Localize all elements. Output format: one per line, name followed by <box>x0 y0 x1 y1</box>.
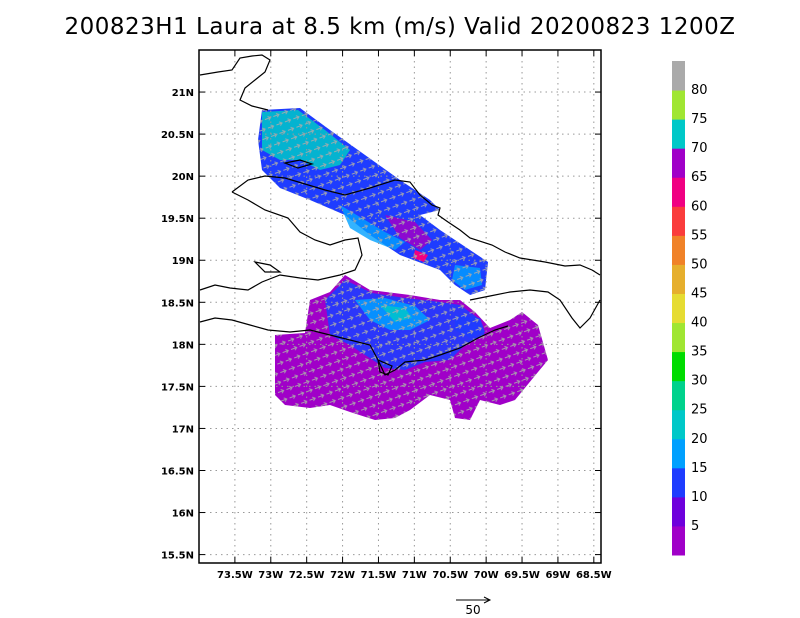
longitude-axis: 73.5W 73W 72.5W 72W 71.5W 71W 70.5W 70W 69.5W 69W… <box>217 50 612 581</box>
colorbar-label: 20 <box>691 432 708 447</box>
lon-tick-label: 68.5W <box>576 570 612 581</box>
lat-tick-label: 15.5N <box>161 551 194 562</box>
colorbar-label: 15 <box>691 461 708 476</box>
lon-tick-label: 71W <box>402 570 427 581</box>
colorbar-swatch <box>672 206 685 236</box>
lon-tick-label: 72.5W <box>289 570 325 581</box>
colorbar-swatch <box>672 235 685 265</box>
lon-tick-label: 73W <box>258 570 283 581</box>
lon-tick-label: 70W <box>474 570 499 581</box>
lat-tick-label: 20N <box>172 172 194 183</box>
colorbar-swatch <box>672 409 685 440</box>
colorbar-swatch <box>672 351 685 382</box>
coast-hispaniola-north <box>231 175 601 276</box>
colorbar-label: 45 <box>691 286 708 301</box>
colorbar-swatch <box>672 322 685 353</box>
lon-tick-label: 69.5W <box>504 570 540 581</box>
lat-tick-label: 17.5N <box>161 382 194 393</box>
lon-tick-label: 69W <box>545 570 570 581</box>
colorbar-label: 60 <box>691 199 708 214</box>
wind-arrows-north <box>258 108 488 295</box>
coast-haiti-south <box>199 317 509 376</box>
lon-tick-label: 70.5W <box>432 570 468 581</box>
colorbar-swatch <box>672 90 685 120</box>
lat-tick-label: 19.5N <box>161 214 194 225</box>
coastlines <box>199 54 601 376</box>
reference-arrow-head <box>483 596 492 604</box>
colorbar-swatch <box>672 148 685 178</box>
colorbar-swatch <box>672 380 685 411</box>
colorbar-label: 35 <box>691 345 708 360</box>
lat-tick-label: 17N <box>172 424 194 435</box>
colorbar-label: 55 <box>691 228 708 243</box>
map-frame <box>198 49 602 564</box>
coast-gonave <box>253 261 282 273</box>
lon-tick-label: 73.5W <box>217 570 253 581</box>
colorbar-label: 40 <box>691 316 708 331</box>
wind-arrows-south <box>275 275 548 420</box>
coast-haiti-west <box>199 191 363 291</box>
colorbar-swatch <box>672 177 685 207</box>
lat-tick-label: 19N <box>172 256 194 267</box>
lat-tick-label: 16.5N <box>161 466 194 477</box>
colorbar-label: 50 <box>691 257 708 272</box>
colorbar: 5 10 15 20 25 30 35 40 45 50 55 60 65 70 75 80 <box>672 61 708 556</box>
coast-cuba <box>199 54 271 111</box>
colorbar-label: 65 <box>691 170 708 185</box>
colorbar-swatch <box>672 293 685 324</box>
lat-tick-label: 18.5N <box>161 298 194 309</box>
coast-south-island <box>377 359 393 376</box>
colorbar-label: 75 <box>691 112 708 127</box>
coast-tortuga <box>282 159 315 169</box>
colorbar-swatch <box>672 61 685 91</box>
reference-vector-label: 50 <box>465 603 480 617</box>
colorbar-label: 5 <box>691 519 699 534</box>
map-title: 200823H1 Laura at 8.5 km (m/s) Valid 202… <box>64 14 736 40</box>
colorbar-label: 80 <box>691 83 708 98</box>
lon-tick-label: 71.5W <box>361 570 397 581</box>
colorbar-label: 30 <box>691 374 708 389</box>
colorbar-swatch <box>672 119 685 149</box>
colorbar-swatch <box>672 496 685 527</box>
lon-tick-label: 72W <box>330 570 355 581</box>
colorbar-swatch <box>672 264 685 294</box>
latitude-axis: 21N 20.5N 20N 19.5N 19N 18.5N 18N 17.5N 17N 16.5N… <box>161 88 601 562</box>
colorbar-swatch <box>672 525 685 556</box>
colorbar-swatch <box>672 467 685 498</box>
lat-tick-label: 21N <box>172 88 194 99</box>
coast-dr-east <box>469 289 601 329</box>
lat-tick-label: 16N <box>172 509 194 520</box>
reference-vector: 50 <box>456 596 492 617</box>
wind-swaths <box>258 108 548 420</box>
colorbar-label: 70 <box>691 141 708 156</box>
lat-tick-label: 20.5N <box>161 130 194 141</box>
colorbar-swatch <box>672 438 685 469</box>
lat-tick-label: 18N <box>172 340 194 351</box>
colorbar-label: 25 <box>691 403 708 418</box>
colorbar-label: 10 <box>691 490 708 505</box>
